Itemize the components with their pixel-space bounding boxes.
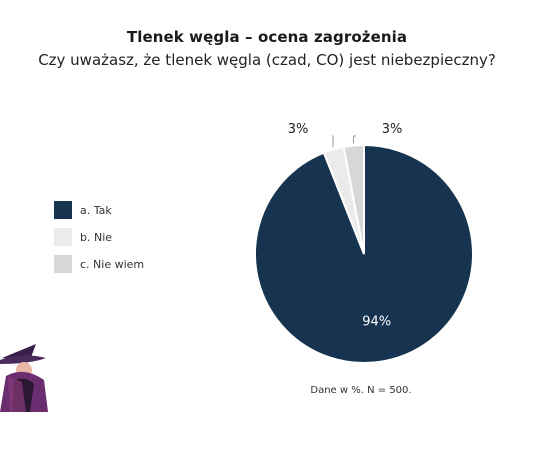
legend: a. Tak b. Nie c. Nie wiem	[54, 201, 144, 282]
legend-swatch-nie-wiem	[54, 255, 72, 273]
data-label-nie: 3%	[288, 122, 309, 137]
legend-label-nie: b. Nie	[80, 230, 113, 244]
legend-item-nie: b. Nie	[54, 228, 144, 246]
chart-title: Tlenek węgla – ocena zagrożenia	[126, 28, 408, 46]
legend-swatch-tak	[54, 201, 72, 219]
legend-label-nie-wiem: c. Nie wiem	[80, 257, 145, 271]
callout-line-nie	[332, 135, 334, 148]
pie-slice-nie-wiem	[342, 143, 365, 255]
legend-item-nie-wiem: c. Nie wiem	[54, 255, 144, 273]
data-note: Dane w %. N = 500.	[310, 385, 412, 396]
legend-swatch-nie	[54, 228, 72, 246]
legend-label-tak: a. Tak	[80, 203, 112, 217]
chart-subtitle: Czy uważasz, że tlenek węgla (czad, CO) …	[38, 51, 496, 69]
legend-item-tak: a. Tak	[54, 201, 144, 219]
data-label-nie-wiem: 3%	[382, 122, 403, 137]
data-label-tak: 94%	[362, 314, 391, 329]
witch-mascot-icon	[0, 344, 48, 412]
callout-line-nie-wiem	[353, 135, 356, 144]
